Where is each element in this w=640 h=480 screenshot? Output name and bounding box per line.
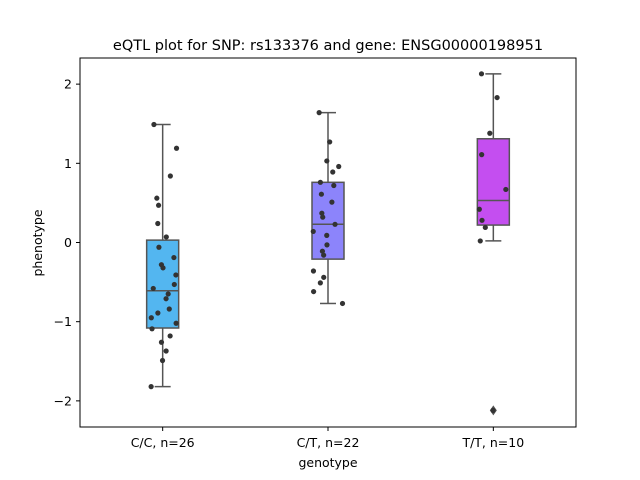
data-point: [476, 206, 482, 212]
data-point: [479, 217, 485, 223]
data-point: [324, 158, 330, 164]
data-point: [332, 221, 338, 227]
data-point: [151, 121, 157, 128]
data-point: [494, 94, 500, 101]
data-point: [163, 296, 169, 302]
data-point: [331, 182, 337, 189]
data-point: [148, 384, 154, 390]
data-point: [327, 139, 333, 145]
plot-area: [145, 71, 511, 416]
x-axis: C/C, n=26 C/T, n=22 T/T, n=10: [131, 427, 524, 450]
data-point: [478, 71, 485, 77]
data-point: [171, 281, 177, 288]
data-point: [148, 315, 154, 321]
data-point: [150, 285, 156, 292]
box: [476, 138, 511, 226]
data-point: [160, 265, 166, 271]
data-point: [155, 220, 161, 227]
data-point: [159, 357, 166, 364]
y-tick-label: 1: [64, 156, 72, 171]
data-point: [329, 199, 335, 205]
y-tick-label: 0: [64, 235, 72, 250]
y-tick-label: −2: [54, 393, 72, 408]
data-point: [503, 186, 509, 193]
data-point: [310, 288, 317, 295]
data-point: [477, 238, 483, 244]
data-point: [339, 300, 346, 307]
x-axis-label: genotype: [298, 455, 357, 470]
data-point: [173, 145, 180, 151]
data-point: [324, 232, 330, 238]
data-point: [487, 130, 493, 136]
chart-title: eQTL plot for SNP: rs133376 and gene: EN…: [113, 38, 543, 54]
data-point: [320, 214, 326, 220]
data-point: [321, 252, 327, 258]
box-group: [311, 111, 345, 305]
y-tick-label: −1: [54, 314, 72, 329]
data-point: [317, 280, 323, 286]
data-point: [173, 272, 179, 278]
data-point: [171, 254, 177, 261]
data-point: [321, 274, 327, 280]
data-point: [336, 163, 342, 170]
data-point: [149, 326, 155, 332]
box-group: [476, 73, 511, 416]
data-point: [167, 173, 173, 179]
data-point: [166, 306, 172, 312]
data-point: [316, 110, 322, 116]
data-point: [324, 242, 330, 248]
data-point: [310, 228, 316, 235]
data-point: [158, 339, 165, 345]
data-point: [163, 348, 169, 354]
data-point: [479, 152, 485, 158]
data-point: [319, 210, 325, 216]
data-point: [317, 179, 323, 185]
data-point: [319, 248, 326, 254]
box: [311, 181, 345, 260]
y-tick-label: 2: [64, 77, 72, 92]
data-point: [156, 244, 162, 250]
data-point: [154, 195, 160, 201]
data-point: [490, 407, 496, 413]
data-point: [330, 169, 336, 175]
y-axis-label: phenotype: [30, 209, 45, 276]
y-axis: 2 1 0 −1 −2: [54, 77, 80, 408]
data-point: [155, 310, 161, 316]
x-tick-label: C/T, n=22: [297, 435, 360, 450]
data-point: [173, 320, 179, 326]
x-tick-label: T/T, n=10: [461, 435, 524, 450]
data-point: [310, 268, 317, 274]
data-point: [163, 234, 169, 240]
data-point: [165, 291, 171, 297]
x-tick-label: C/C, n=26: [131, 435, 195, 450]
data-point: [155, 202, 162, 208]
data-point: [167, 333, 173, 339]
data-point: [482, 224, 488, 231]
data-point: [318, 191, 325, 197]
